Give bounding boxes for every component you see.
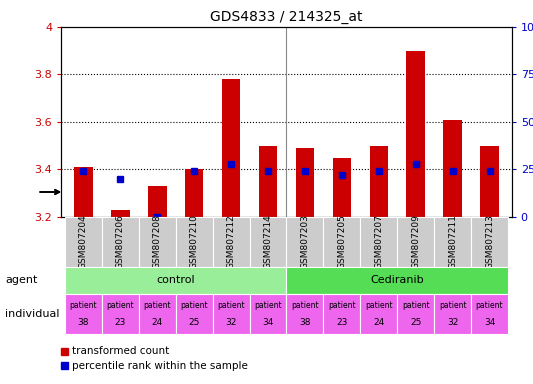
Bar: [65, 267, 287, 294]
Title: GDS4833 / 214325_at: GDS4833 / 214325_at: [210, 10, 363, 25]
Bar: [249, 217, 287, 267]
Bar: [471, 294, 508, 334]
Text: patient: patient: [402, 301, 430, 310]
Text: patient: patient: [365, 301, 393, 310]
Bar: [148, 186, 166, 217]
Text: 38: 38: [78, 318, 89, 327]
Bar: [287, 294, 324, 334]
Bar: [259, 146, 277, 217]
Bar: [102, 294, 139, 334]
Text: patient: patient: [143, 301, 171, 310]
Text: individual: individual: [5, 309, 60, 319]
Text: GSM807204: GSM807204: [79, 215, 88, 269]
Text: patient: patient: [107, 301, 134, 310]
Text: Cediranib: Cediranib: [370, 275, 424, 285]
Bar: [434, 294, 471, 334]
Text: agent: agent: [5, 275, 38, 285]
Text: GSM807209: GSM807209: [411, 215, 420, 269]
Text: patient: patient: [70, 301, 97, 310]
Text: 32: 32: [447, 318, 458, 327]
Text: patient: patient: [439, 301, 466, 310]
Bar: [139, 217, 176, 267]
Bar: [176, 294, 213, 334]
Text: GSM807207: GSM807207: [374, 215, 383, 269]
Bar: [360, 294, 397, 334]
Bar: [480, 146, 499, 217]
Text: GSM807208: GSM807208: [153, 215, 162, 269]
Bar: [296, 148, 314, 217]
Bar: [185, 169, 204, 217]
Text: GSM807203: GSM807203: [301, 215, 310, 269]
Bar: [287, 217, 324, 267]
Text: 23: 23: [336, 318, 348, 327]
Text: GSM807212: GSM807212: [227, 215, 236, 269]
Text: 23: 23: [115, 318, 126, 327]
Text: 25: 25: [189, 318, 200, 327]
Bar: [369, 146, 388, 217]
Bar: [74, 167, 93, 217]
Bar: [249, 294, 287, 334]
Text: GSM807206: GSM807206: [116, 215, 125, 269]
Bar: [287, 267, 508, 294]
Text: GSM807211: GSM807211: [448, 215, 457, 269]
Text: 38: 38: [299, 318, 311, 327]
Bar: [65, 217, 102, 267]
Bar: [102, 217, 139, 267]
Text: 34: 34: [484, 318, 495, 327]
Bar: [176, 217, 213, 267]
Bar: [360, 217, 397, 267]
Bar: [65, 294, 102, 334]
Bar: [471, 217, 508, 267]
Text: patient: patient: [291, 301, 319, 310]
Bar: [324, 217, 360, 267]
Text: 24: 24: [152, 318, 163, 327]
Text: GSM807205: GSM807205: [337, 215, 346, 269]
Text: percentile rank within the sample: percentile rank within the sample: [72, 361, 248, 371]
Bar: [222, 79, 240, 217]
Text: 25: 25: [410, 318, 422, 327]
Bar: [139, 294, 176, 334]
Text: patient: patient: [217, 301, 245, 310]
Text: patient: patient: [328, 301, 356, 310]
Text: control: control: [156, 275, 195, 285]
Bar: [434, 217, 471, 267]
Text: GSM807210: GSM807210: [190, 215, 199, 269]
Text: patient: patient: [476, 301, 503, 310]
Bar: [397, 294, 434, 334]
Text: patient: patient: [180, 301, 208, 310]
Text: 32: 32: [225, 318, 237, 327]
Bar: [324, 294, 360, 334]
Bar: [213, 217, 249, 267]
Text: 34: 34: [262, 318, 274, 327]
Text: patient: patient: [254, 301, 282, 310]
Text: GSM807213: GSM807213: [485, 215, 494, 269]
Text: 24: 24: [373, 318, 384, 327]
Text: transformed count: transformed count: [72, 346, 169, 356]
Bar: [111, 210, 130, 217]
Bar: [407, 51, 425, 217]
Bar: [213, 294, 249, 334]
Bar: [333, 157, 351, 217]
Bar: [397, 217, 434, 267]
Bar: [443, 119, 462, 217]
Text: GSM807214: GSM807214: [263, 215, 272, 269]
